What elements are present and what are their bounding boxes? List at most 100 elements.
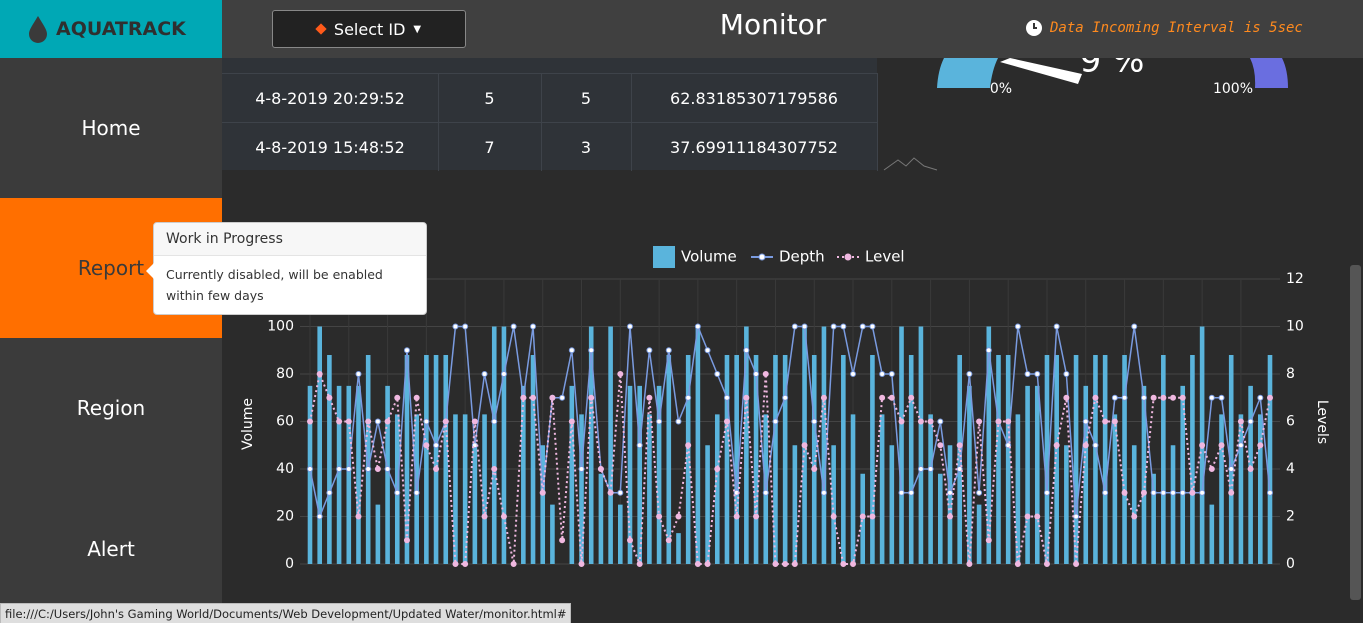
point <box>1131 513 1138 520</box>
nav-alert[interactable]: Alert <box>87 537 135 561</box>
table-cell: 37.69911184307752 <box>631 122 878 171</box>
point <box>491 418 498 425</box>
point <box>1063 371 1070 377</box>
bar <box>792 445 798 564</box>
point <box>568 347 575 354</box>
point <box>365 466 372 472</box>
point <box>976 489 983 496</box>
point <box>549 394 556 401</box>
y2-tick-label: 0 <box>1286 556 1295 572</box>
logo[interactable]: AQUATRACK <box>0 0 222 58</box>
gauge-max: 100% <box>1213 81 1253 97</box>
bar <box>1093 355 1098 564</box>
bar <box>1141 385 1147 564</box>
point <box>413 489 420 496</box>
bar <box>346 385 352 564</box>
point <box>1189 489 1196 496</box>
point <box>345 466 352 472</box>
point <box>1014 323 1021 330</box>
point <box>1024 371 1031 377</box>
point <box>908 489 915 496</box>
bar <box>773 355 778 564</box>
point <box>1179 394 1186 401</box>
scroll-thumb[interactable] <box>1350 265 1361 600</box>
select-id[interactable]: Select ID ▼ <box>272 10 466 48</box>
point <box>1237 442 1244 449</box>
point <box>646 394 653 401</box>
point <box>307 466 313 472</box>
y-axis-title: Volume <box>240 398 256 450</box>
point <box>462 561 469 567</box>
point <box>859 513 866 520</box>
point <box>326 394 333 401</box>
point <box>811 418 818 425</box>
point <box>1179 489 1186 496</box>
point <box>1228 466 1235 472</box>
bar <box>811 355 817 564</box>
point <box>1218 394 1225 401</box>
point <box>1073 513 1080 520</box>
point <box>1043 489 1050 496</box>
bar <box>1054 355 1059 564</box>
y2-tick-label: 6 <box>1286 414 1295 430</box>
point <box>782 561 789 567</box>
point <box>966 561 973 567</box>
bar <box>744 326 749 564</box>
clock-icon <box>1026 20 1042 36</box>
point <box>714 371 721 377</box>
point <box>917 418 924 425</box>
point <box>559 394 566 401</box>
point <box>723 394 730 401</box>
bar <box>501 326 507 564</box>
nav-home[interactable]: Home <box>81 116 141 140</box>
point <box>1247 466 1254 472</box>
point <box>374 418 381 425</box>
point <box>1247 418 1254 425</box>
logo-text: AQUATRACK <box>56 18 186 40</box>
bar <box>1044 355 1050 564</box>
bar <box>1005 355 1011 564</box>
point <box>326 489 333 496</box>
point <box>1014 561 1021 567</box>
point <box>694 561 701 567</box>
point <box>879 371 886 377</box>
bar <box>889 445 895 564</box>
gauge-high <box>1250 58 1288 88</box>
bar <box>714 414 720 564</box>
bar <box>928 414 933 564</box>
drop-icon <box>29 16 47 43</box>
point <box>636 561 643 567</box>
bar <box>676 533 681 564</box>
bar <box>947 445 953 564</box>
point <box>888 394 895 401</box>
point <box>723 418 730 425</box>
point <box>714 466 721 472</box>
bar <box>918 326 924 564</box>
point <box>917 466 924 472</box>
point <box>840 323 847 330</box>
status-bar: file:///C:/Users/John's Gaming World/Doc… <box>0 603 572 623</box>
bar <box>637 385 642 564</box>
point <box>830 513 837 520</box>
bar <box>996 355 1001 564</box>
point <box>627 323 633 330</box>
point <box>471 418 478 425</box>
point <box>1140 394 1147 401</box>
point <box>1005 418 1012 425</box>
point <box>937 418 944 425</box>
point <box>1257 394 1264 401</box>
point <box>743 394 750 401</box>
point <box>384 418 391 425</box>
point <box>1034 371 1041 377</box>
point <box>966 371 973 377</box>
point <box>481 371 488 377</box>
point <box>394 489 401 496</box>
diamond-icon <box>315 23 327 35</box>
point <box>597 466 604 472</box>
bar <box>1151 473 1156 564</box>
nav-region[interactable]: Region <box>76 396 146 420</box>
bar <box>841 355 846 564</box>
bar <box>976 504 982 564</box>
bar <box>753 355 759 564</box>
bar <box>908 355 914 564</box>
